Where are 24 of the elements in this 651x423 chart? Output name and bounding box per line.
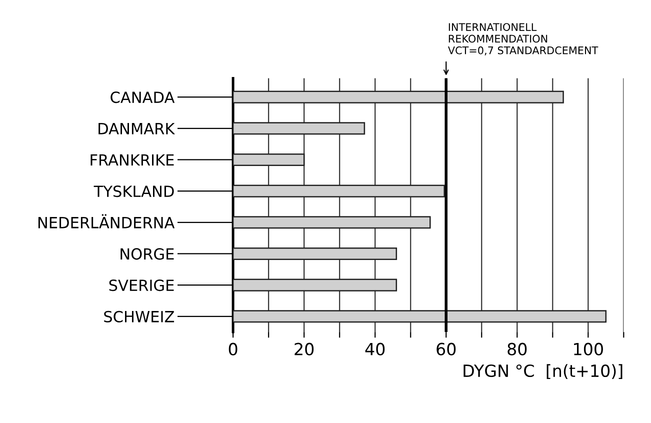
y-tick-label: CANADA <box>110 92 175 104</box>
bar <box>233 90 564 104</box>
bar <box>233 247 398 260</box>
y-tick-label: TYSKLAND <box>94 186 174 198</box>
y-tick-label: FRANKRIKE <box>90 154 174 166</box>
bar <box>233 122 366 135</box>
bar <box>233 216 431 229</box>
y-tick-label: DANMARK <box>98 123 176 134</box>
y-tick-label: SVERIGE <box>109 280 174 292</box>
bar <box>233 310 607 323</box>
x-tick-label: 0 <box>228 342 238 356</box>
x-tick-label: 60 <box>436 342 456 356</box>
bar <box>233 184 445 198</box>
y-tick-label: NEDERLÄNDERNA <box>38 214 175 228</box>
bar <box>233 153 305 166</box>
y-tick-label: SCHWEIZ <box>104 310 174 322</box>
x-tick-label: 40 <box>365 342 385 356</box>
text: INTERNATIONELL REKOMMENDATION VCT=0,7 STANDARDCEMENT <box>448 23 598 56</box>
x-tick-label: 100 <box>574 342 603 356</box>
x-tick-label: 20 <box>294 342 314 356</box>
bar <box>233 278 398 292</box>
x-axis-title: DYGN °C [n(t+10)] <box>464 364 622 380</box>
x-tick-label: 80 <box>508 342 527 356</box>
y-tick-label: NORGE <box>120 248 174 260</box>
